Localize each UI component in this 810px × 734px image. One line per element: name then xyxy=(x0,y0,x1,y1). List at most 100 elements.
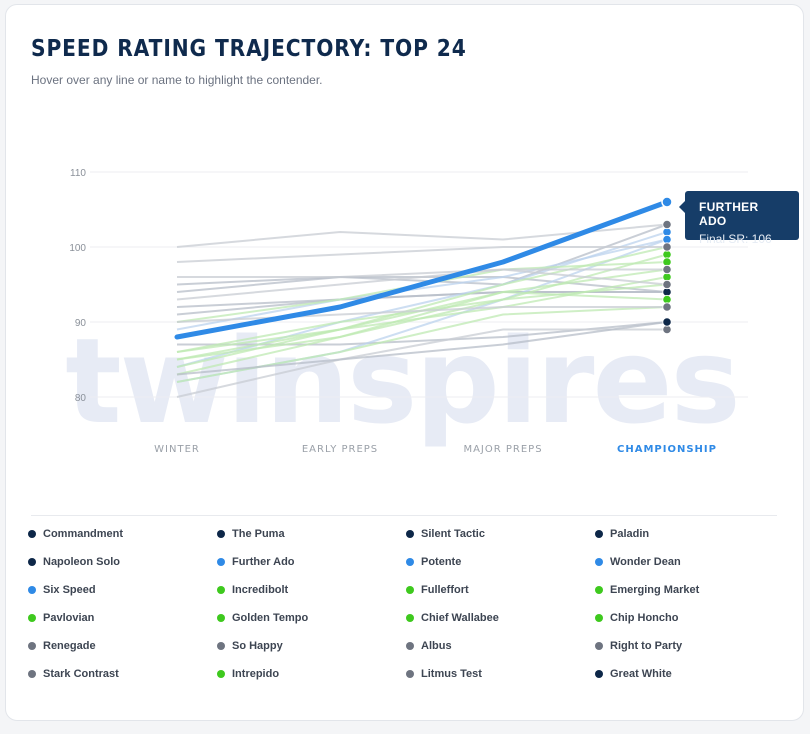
legend-item-right-to-party[interactable]: Right to Party xyxy=(595,637,682,655)
legend-dot-icon xyxy=(406,586,414,594)
legend-item-intrepido[interactable]: Intrepido xyxy=(217,665,279,683)
series-line-so-happy[interactable] xyxy=(176,246,667,263)
legend-label: Stark Contrast xyxy=(43,668,119,680)
legend-item-the-puma[interactable]: The Puma xyxy=(217,525,285,543)
page-title: SPEED RATING TRAJECTORY: TOP 24 xyxy=(31,36,467,62)
tooltip-value: Final SR: 106 xyxy=(699,232,772,246)
legend-dot-icon xyxy=(406,614,414,622)
legend-dot-icon xyxy=(217,558,225,566)
series-line-right-to-party[interactable] xyxy=(176,268,668,301)
legend-dot-icon xyxy=(28,642,36,650)
legend-label: The Puma xyxy=(232,528,285,540)
series-line-wonder-dean[interactable] xyxy=(176,238,668,331)
series-line-commandment[interactable] xyxy=(176,223,668,293)
legend-dot-icon xyxy=(595,530,603,538)
legend-item-napoleon-solo[interactable]: Napoleon Solo xyxy=(28,553,120,571)
legend-item-so-happy[interactable]: So Happy xyxy=(217,637,283,655)
legend-dot-icon xyxy=(595,670,603,678)
legend-item-commandment[interactable]: Commandment xyxy=(28,525,123,543)
final-point-further-ado[interactable] xyxy=(661,196,673,208)
legend-dot-icon xyxy=(28,670,36,678)
final-point-right-to-party[interactable] xyxy=(662,279,672,290)
legend-dot-icon xyxy=(406,558,414,566)
legend-label: Renegade xyxy=(43,640,96,652)
legend-item-potente[interactable]: Potente xyxy=(406,553,461,571)
grid-lines xyxy=(90,171,748,398)
legend-item-stark-contrast[interactable]: Stark Contrast xyxy=(28,665,119,683)
legend-item-albus[interactable]: Albus xyxy=(406,637,452,655)
legend-dot-icon xyxy=(595,586,603,594)
legend-label: Great White xyxy=(610,668,672,680)
legend-item-great-white[interactable]: Great White xyxy=(595,665,672,683)
legend-label: Napoleon Solo xyxy=(43,556,120,568)
legend-dot-icon xyxy=(595,558,603,566)
final-points[interactable] xyxy=(661,196,673,335)
legend-dot-icon xyxy=(217,670,225,678)
legend-label: Commandment xyxy=(43,528,124,540)
legend-dot-icon xyxy=(28,558,36,566)
final-point-litmus-test[interactable] xyxy=(662,302,672,312)
y-tick-label: 100 xyxy=(69,243,86,254)
final-point-albus[interactable] xyxy=(662,264,672,275)
legend-item-wonder-dean[interactable]: Wonder Dean xyxy=(595,553,681,571)
legend-label: Emerging Market xyxy=(610,584,700,596)
legend-item-further-ado[interactable]: Further Ado xyxy=(217,553,295,571)
legend-item-fulleffort[interactable]: Fulleffort xyxy=(406,581,469,599)
legend-label: Fulleffort xyxy=(421,584,469,596)
final-point-renegade[interactable] xyxy=(662,219,672,230)
series-line-albus[interactable] xyxy=(177,268,667,278)
highlighted-series[interactable] xyxy=(174,199,670,340)
legend-dot-icon xyxy=(217,586,225,594)
legend-label: Potente xyxy=(421,556,462,568)
series-line-further-ado[interactable] xyxy=(174,199,670,340)
series-line-stark-contrast[interactable] xyxy=(176,328,667,398)
legend-item-paladin[interactable]: Paladin xyxy=(595,525,649,543)
y-axis-ticks: 80 90 100 110 xyxy=(69,168,86,404)
legend-dot-icon xyxy=(28,586,36,594)
legend-label: Incredibolt xyxy=(232,584,289,596)
final-point-great-white[interactable] xyxy=(662,317,672,327)
legend-dot-icon xyxy=(595,614,603,622)
legend-dot-icon xyxy=(28,614,36,622)
legend-item-chip-honcho[interactable]: Chip Honcho xyxy=(595,609,678,627)
legend-dot-icon xyxy=(595,642,603,650)
x-tick-label-early-preps: EARLY PREPS xyxy=(302,444,378,455)
x-tick-label-major-preps: MAJOR PREPS xyxy=(463,444,542,455)
legend-item-emerging-market[interactable]: Emerging Market xyxy=(595,581,699,599)
x-tick-label-winter: WINTER xyxy=(154,444,200,455)
legend-item-renegade[interactable]: Renegade xyxy=(28,637,96,655)
legend-label: Litmus Test xyxy=(421,668,482,680)
x-axis-ticks: WINTER EARLY PREPS MAJOR PREPS CHAMPIONSHIP xyxy=(154,444,717,455)
series-line-paladin[interactable] xyxy=(176,291,667,308)
series-line-great-white[interactable] xyxy=(176,321,668,376)
y-tick-label: 90 xyxy=(75,318,87,329)
legend-dot-icon xyxy=(217,642,225,650)
legend-label: Intrepido xyxy=(232,668,280,680)
legend-item-incredibolt[interactable]: Incredibolt xyxy=(217,581,288,599)
y-tick-label: 110 xyxy=(70,168,86,179)
legend-label: Silent Tactic xyxy=(421,528,485,540)
series-lines[interactable] xyxy=(176,223,668,398)
legend-item-six-speed[interactable]: Six Speed xyxy=(28,581,96,599)
series-line-pavlovian[interactable] xyxy=(176,268,668,376)
legend-item-golden-tempo[interactable]: Golden Tempo xyxy=(217,609,308,627)
legend-label: Right to Party xyxy=(610,640,683,652)
legend-item-silent-tactic[interactable]: Silent Tactic xyxy=(406,525,485,543)
legend-dot-icon xyxy=(217,530,225,538)
legend-label: Paladin xyxy=(610,528,650,540)
legend-dot-icon xyxy=(406,670,414,678)
legend-divider xyxy=(31,515,777,516)
x-tick-label-championship: CHAMPIONSHIP xyxy=(617,444,717,455)
chart-card: SPEED RATING TRAJECTORY: TOP 24 Hover ov… xyxy=(5,4,804,721)
legend-label: Chief Wallabee xyxy=(421,612,499,624)
legend-item-litmus-test[interactable]: Litmus Test xyxy=(406,665,482,683)
legend-item-pavlovian[interactable]: Pavlovian xyxy=(28,609,94,627)
legend-label: Chip Honcho xyxy=(610,612,679,624)
legend-dot-icon xyxy=(406,642,414,650)
legend-dot-icon xyxy=(217,614,225,622)
legend-item-chief-wallabee[interactable]: Chief Wallabee xyxy=(406,609,499,627)
final-point-so-happy[interactable] xyxy=(662,242,672,252)
page-subtitle: Hover over any line or name to highlight… xyxy=(31,73,323,87)
series-line-litmus-test[interactable] xyxy=(176,306,667,323)
